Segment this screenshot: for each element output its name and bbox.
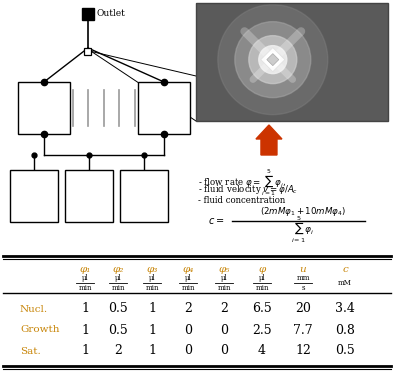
Text: c₃=: c₃=	[136, 192, 152, 202]
Text: $(2mM\varphi_1 + 10mM\varphi_4)$: $(2mM\varphi_1 + 10mM\varphi_4)$	[260, 205, 346, 218]
Text: μl: μl	[259, 274, 265, 282]
Text: min: min	[181, 284, 195, 292]
Text: 1: 1	[81, 344, 89, 358]
Text: c₁=: c₁=	[26, 192, 42, 202]
Text: min: min	[111, 284, 125, 292]
Text: φ₅: φ₅	[158, 88, 171, 101]
Text: μl: μl	[82, 274, 88, 282]
Text: μl: μl	[185, 274, 191, 282]
Text: c₂=: c₂=	[81, 192, 97, 202]
Circle shape	[249, 36, 297, 84]
Text: φ₄: φ₄	[182, 265, 194, 273]
Text: Growth: Growth	[20, 326, 59, 334]
Text: 10mM: 10mM	[148, 119, 180, 127]
Text: φ₃: φ₃	[138, 177, 150, 187]
Bar	[196, 3, 388, 121]
Text: φ: φ	[258, 265, 266, 273]
Text: μl: μl	[115, 274, 121, 282]
Text: μl: μl	[149, 274, 155, 282]
Text: c₄=: c₄=	[36, 104, 52, 114]
Text: 7.7: 7.7	[293, 323, 313, 336]
Text: φ₄: φ₄	[37, 88, 50, 101]
Bar	[138, 82, 190, 134]
Bar	[84, 48, 91, 55]
Text: mM: mM	[338, 279, 352, 287]
Text: Nucl.: Nucl.	[20, 305, 48, 313]
Text: 0.5: 0.5	[335, 344, 355, 358]
Text: 1: 1	[148, 303, 156, 316]
Bar	[10, 170, 58, 222]
Text: 6.5: 6.5	[252, 303, 272, 316]
Text: 20: 20	[295, 303, 311, 316]
Text: 0: 0	[184, 344, 192, 358]
Text: 4: 4	[258, 344, 266, 358]
Text: mm: mm	[296, 274, 310, 282]
Bar	[196, 3, 388, 121]
Bar	[82, 8, 94, 20]
Text: c₅=: c₅=	[156, 104, 172, 114]
Text: 0.5: 0.5	[108, 303, 128, 316]
Text: φ₅: φ₅	[218, 265, 230, 273]
Text: Sat.: Sat.	[20, 346, 41, 356]
Text: $c =$: $c =$	[208, 216, 225, 226]
Text: φ₁: φ₁	[79, 265, 91, 273]
Text: 2: 2	[184, 303, 192, 316]
Text: 12: 12	[295, 344, 311, 358]
Circle shape	[218, 5, 328, 115]
Polygon shape	[261, 48, 285, 72]
Text: 1: 1	[81, 303, 89, 316]
Text: 10mM: 10mM	[28, 119, 60, 127]
Text: 0.8: 0.8	[335, 323, 355, 336]
Circle shape	[266, 53, 280, 67]
Text: min: min	[255, 284, 269, 292]
Text: min: min	[217, 284, 231, 292]
Text: 1: 1	[148, 344, 156, 358]
Circle shape	[259, 46, 287, 74]
Text: min: min	[78, 284, 92, 292]
Text: 0: 0	[184, 323, 192, 336]
Text: φ₃: φ₃	[146, 265, 158, 273]
Text: 2: 2	[220, 303, 228, 316]
Text: 3.4: 3.4	[335, 303, 355, 316]
Text: s: s	[301, 284, 305, 292]
Text: - fluid concentration: - fluid concentration	[198, 196, 285, 205]
Text: φ₂: φ₂	[83, 177, 95, 187]
Bar	[120, 170, 168, 222]
Text: - fluid velocity $v = \varphi/A_c$: - fluid velocity $v = \varphi/A_c$	[198, 183, 298, 196]
Text: - flow rate $\varphi = \sum_{i=1}^{5}\varphi_i,$: - flow rate $\varphi = \sum_{i=1}^{5}\va…	[198, 168, 286, 198]
Text: μl: μl	[221, 274, 227, 282]
Text: c: c	[342, 265, 348, 273]
FancyArrow shape	[256, 125, 282, 155]
Text: min: min	[145, 284, 159, 292]
Text: Outlet: Outlet	[97, 10, 126, 18]
Text: φ₁: φ₁	[28, 177, 40, 187]
Text: 2: 2	[114, 344, 122, 358]
Text: 1: 1	[81, 323, 89, 336]
Text: 2mM: 2mM	[131, 207, 157, 215]
Polygon shape	[267, 54, 279, 66]
Text: 0: 0	[220, 344, 228, 358]
Circle shape	[235, 22, 311, 98]
Text: 2mM: 2mM	[21, 207, 47, 215]
Text: 0: 0	[220, 323, 228, 336]
Bar	[65, 170, 113, 222]
Text: 1: 1	[148, 323, 156, 336]
Text: 0mM: 0mM	[76, 207, 102, 215]
Text: 0.5: 0.5	[108, 323, 128, 336]
Text: φ₂: φ₂	[112, 265, 124, 273]
Text: $\sum_{i=1}^{5}\varphi_i$: $\sum_{i=1}^{5}\varphi_i$	[292, 215, 314, 245]
Text: 2.5: 2.5	[252, 323, 272, 336]
Bar	[18, 82, 70, 134]
Text: u: u	[300, 265, 306, 273]
